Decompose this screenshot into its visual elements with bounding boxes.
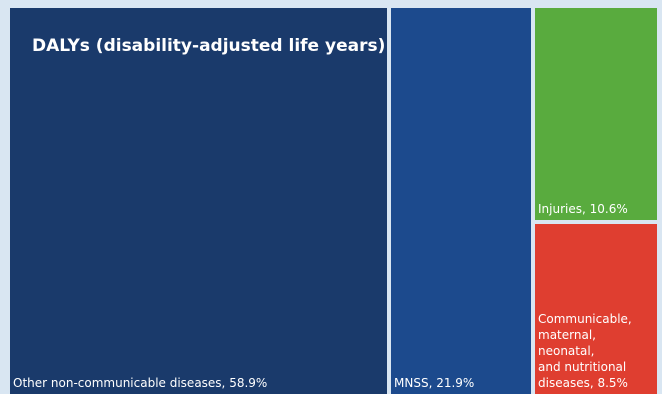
treemap-tile-label: MNSS, 21.9%	[394, 376, 475, 390]
treemap-tile-label: Other non-communicable diseases, 58.9%	[13, 376, 268, 390]
treemap-tile: Other non-communicable diseases, 58.9%	[10, 8, 387, 394]
chart-title: DALYs (disability-adjusted life years)	[32, 36, 386, 56]
treemap-tile: MNSS, 21.9%	[391, 8, 531, 394]
treemap-tile: Communicable, maternal, neonatal, and nu…	[535, 224, 657, 394]
treemap-tile-label: Injuries, 10.6%	[538, 202, 628, 216]
treemap-tile: Injuries, 10.6%	[535, 8, 657, 220]
treemap-tile-label: Communicable, maternal, neonatal, and nu…	[538, 312, 632, 390]
